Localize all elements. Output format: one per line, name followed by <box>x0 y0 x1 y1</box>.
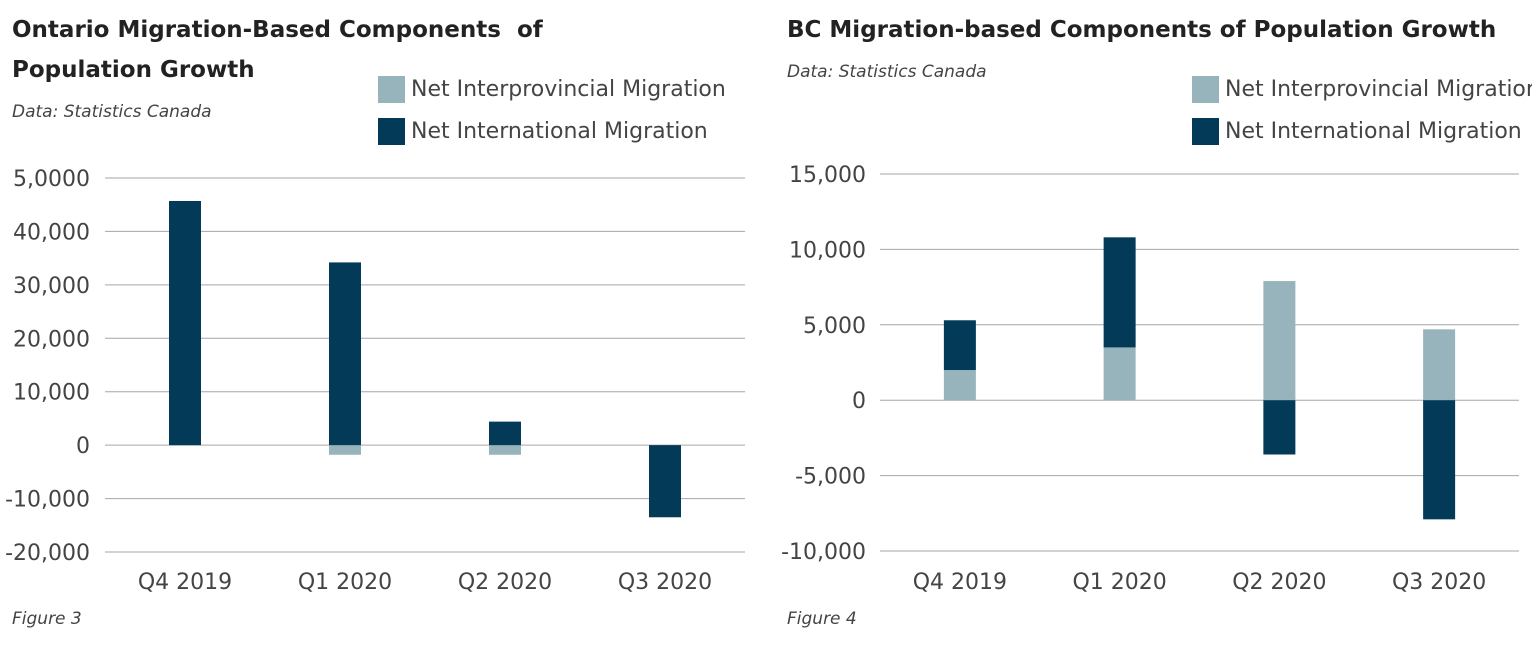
legend-swatch-interprovincial <box>378 75 405 103</box>
chart-legend: Net Interprovincial Migration Net Intern… <box>1192 68 1532 152</box>
bar-net-international-migration-q1-2020 <box>329 262 361 446</box>
figure-label: Figure 3 <box>12 609 82 629</box>
legend-item-international: Net International Migration <box>1192 110 1532 152</box>
y-tick-label: 20,000 <box>13 327 90 352</box>
legend-swatch-interprovincial <box>1192 75 1219 103</box>
bc-chart-panel: BC Migration-based Components of Populat… <box>770 0 1532 651</box>
chart-title: BC Migration-based Components of Populat… <box>787 17 1497 43</box>
bar-net-international-migration-q2-2020 <box>1263 400 1296 455</box>
y-tick-label: 30,000 <box>13 274 90 299</box>
figure-label: Figure 4 <box>787 609 857 629</box>
legend-swatch-international <box>1192 117 1219 145</box>
bar-net-interprovincial-migration-q1-2020 <box>329 445 361 455</box>
x-tick-label: Q4 2019 <box>138 570 232 595</box>
legend-label-interprovincial: Net Interprovincial Migration <box>1225 76 1532 102</box>
y-tick-label: -10,000 <box>781 540 866 565</box>
bar-net-interprovincial-migration-q3-2020 <box>1423 329 1456 401</box>
y-tick-label: 15,000 <box>789 163 866 188</box>
bar-net-interprovincial-migration-q4-2019 <box>943 370 976 401</box>
legend-item-interprovincial: Net Interprovincial Migration <box>1192 68 1532 110</box>
ontario-chart-panel: Ontario Migration-Based Components of Po… <box>0 0 760 651</box>
chart-title: Ontario Migration-Based Components of Po… <box>12 17 551 83</box>
x-tick-label: Q4 2019 <box>913 570 1007 595</box>
y-tick-label: -20,000 <box>5 541 90 566</box>
bar-net-interprovincial-migration-q2-2020 <box>489 445 521 455</box>
x-tick-label: Q1 2020 <box>1072 570 1166 595</box>
legend-item-international: Net International Migration <box>378 110 726 152</box>
x-tick-label: Q3 2020 <box>618 570 712 595</box>
x-tick-label: Q1 2020 <box>298 570 392 595</box>
bar-net-international-migration-q2-2020 <box>489 421 521 446</box>
y-tick-label: 10,000 <box>789 238 866 263</box>
y-tick-label: -10,000 <box>5 488 90 513</box>
legend-label-interprovincial: Net Interprovincial Migration <box>411 76 726 102</box>
legend-label-international: Net International Migration <box>1225 118 1522 144</box>
bar-net-international-migration-q4-2019 <box>169 200 201 446</box>
y-tick-label: -5,000 <box>795 465 866 490</box>
legend-item-interprovincial: Net Interprovincial Migration <box>378 68 726 110</box>
chart-source: Data: Statistics Canada <box>12 102 212 122</box>
bar-net-international-migration-q3-2020 <box>1423 400 1456 520</box>
y-tick-label: 5,0000 <box>13 167 90 192</box>
y-tick-label: 10,000 <box>13 381 90 406</box>
ontario-bar-chart: 5,0000 40,000 30,000 20,000 10,000 0 -10,000 -2… <box>5 167 745 595</box>
legend-label-international: Net International Migration <box>411 118 708 144</box>
y-tick-label: 0 <box>852 389 866 414</box>
chart-source: Data: Statistics Canada <box>787 62 987 82</box>
x-tick-label: Q3 2020 <box>1392 570 1486 595</box>
bc-bar-chart: 15,000 10,000 5,000 0 -5,000 -10,000 Q4 2019 Q1… <box>781 163 1519 595</box>
chart-legend: Net Interprovincial Migration Net Intern… <box>378 68 726 152</box>
y-tick-label: 5,000 <box>803 314 866 339</box>
bar-net-international-migration-q4-2019 <box>943 320 976 371</box>
legend-swatch-international <box>378 117 405 145</box>
bar-net-international-migration-q3-2020 <box>649 445 681 518</box>
x-tick-label: Q2 2020 <box>1232 570 1326 595</box>
y-tick-label: 0 <box>76 434 90 459</box>
bar-net-interprovincial-migration-q2-2020 <box>1263 281 1296 401</box>
y-tick-label: 40,000 <box>13 220 90 245</box>
bar-net-international-migration-q1-2020 <box>1103 237 1136 348</box>
x-tick-label: Q2 2020 <box>458 570 552 595</box>
bar-net-interprovincial-migration-q1-2020 <box>1103 347 1136 401</box>
